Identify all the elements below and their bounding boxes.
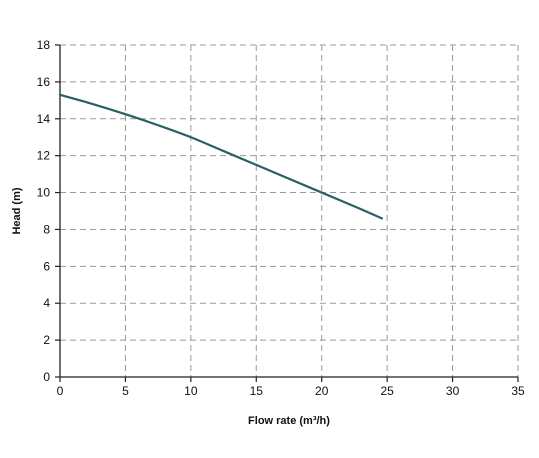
x-tick-label: 5 [122,384,129,398]
x-tick-label: 0 [57,384,64,398]
x-tick-label: 15 [250,384,264,398]
x-tick-label: 25 [380,384,394,398]
x-tick-label: 30 [446,384,460,398]
x-axis-ticks: 0 5 10 15 20 25 30 35 [57,377,525,398]
y-tick-label: 6 [43,259,50,273]
y-tick-label: 18 [37,38,51,52]
y-tick-label: 0 [43,370,50,384]
y-axis-title: Head (m) [11,187,23,234]
y-tick-label: 4 [43,296,50,310]
x-tick-label: 20 [315,384,329,398]
series-layer [58,93,384,220]
x-tick-label: 35 [511,384,525,398]
y-tick-label: 10 [37,186,51,200]
y-tick-label: 2 [43,333,50,347]
y-tick-label: 14 [37,112,51,126]
y-tick-label: 8 [43,222,50,236]
axes [59,45,518,378]
y-tick-label: 12 [37,149,51,163]
series-line [58,93,384,220]
y-axis-ticks: 0 2 4 6 8 10 12 14 16 18 [37,38,60,384]
y-tick-label: 16 [37,75,51,89]
grid [60,44,519,377]
x-tick-label: 10 [184,384,198,398]
x-axis-title: Flow rate (m³/h) [248,415,330,427]
